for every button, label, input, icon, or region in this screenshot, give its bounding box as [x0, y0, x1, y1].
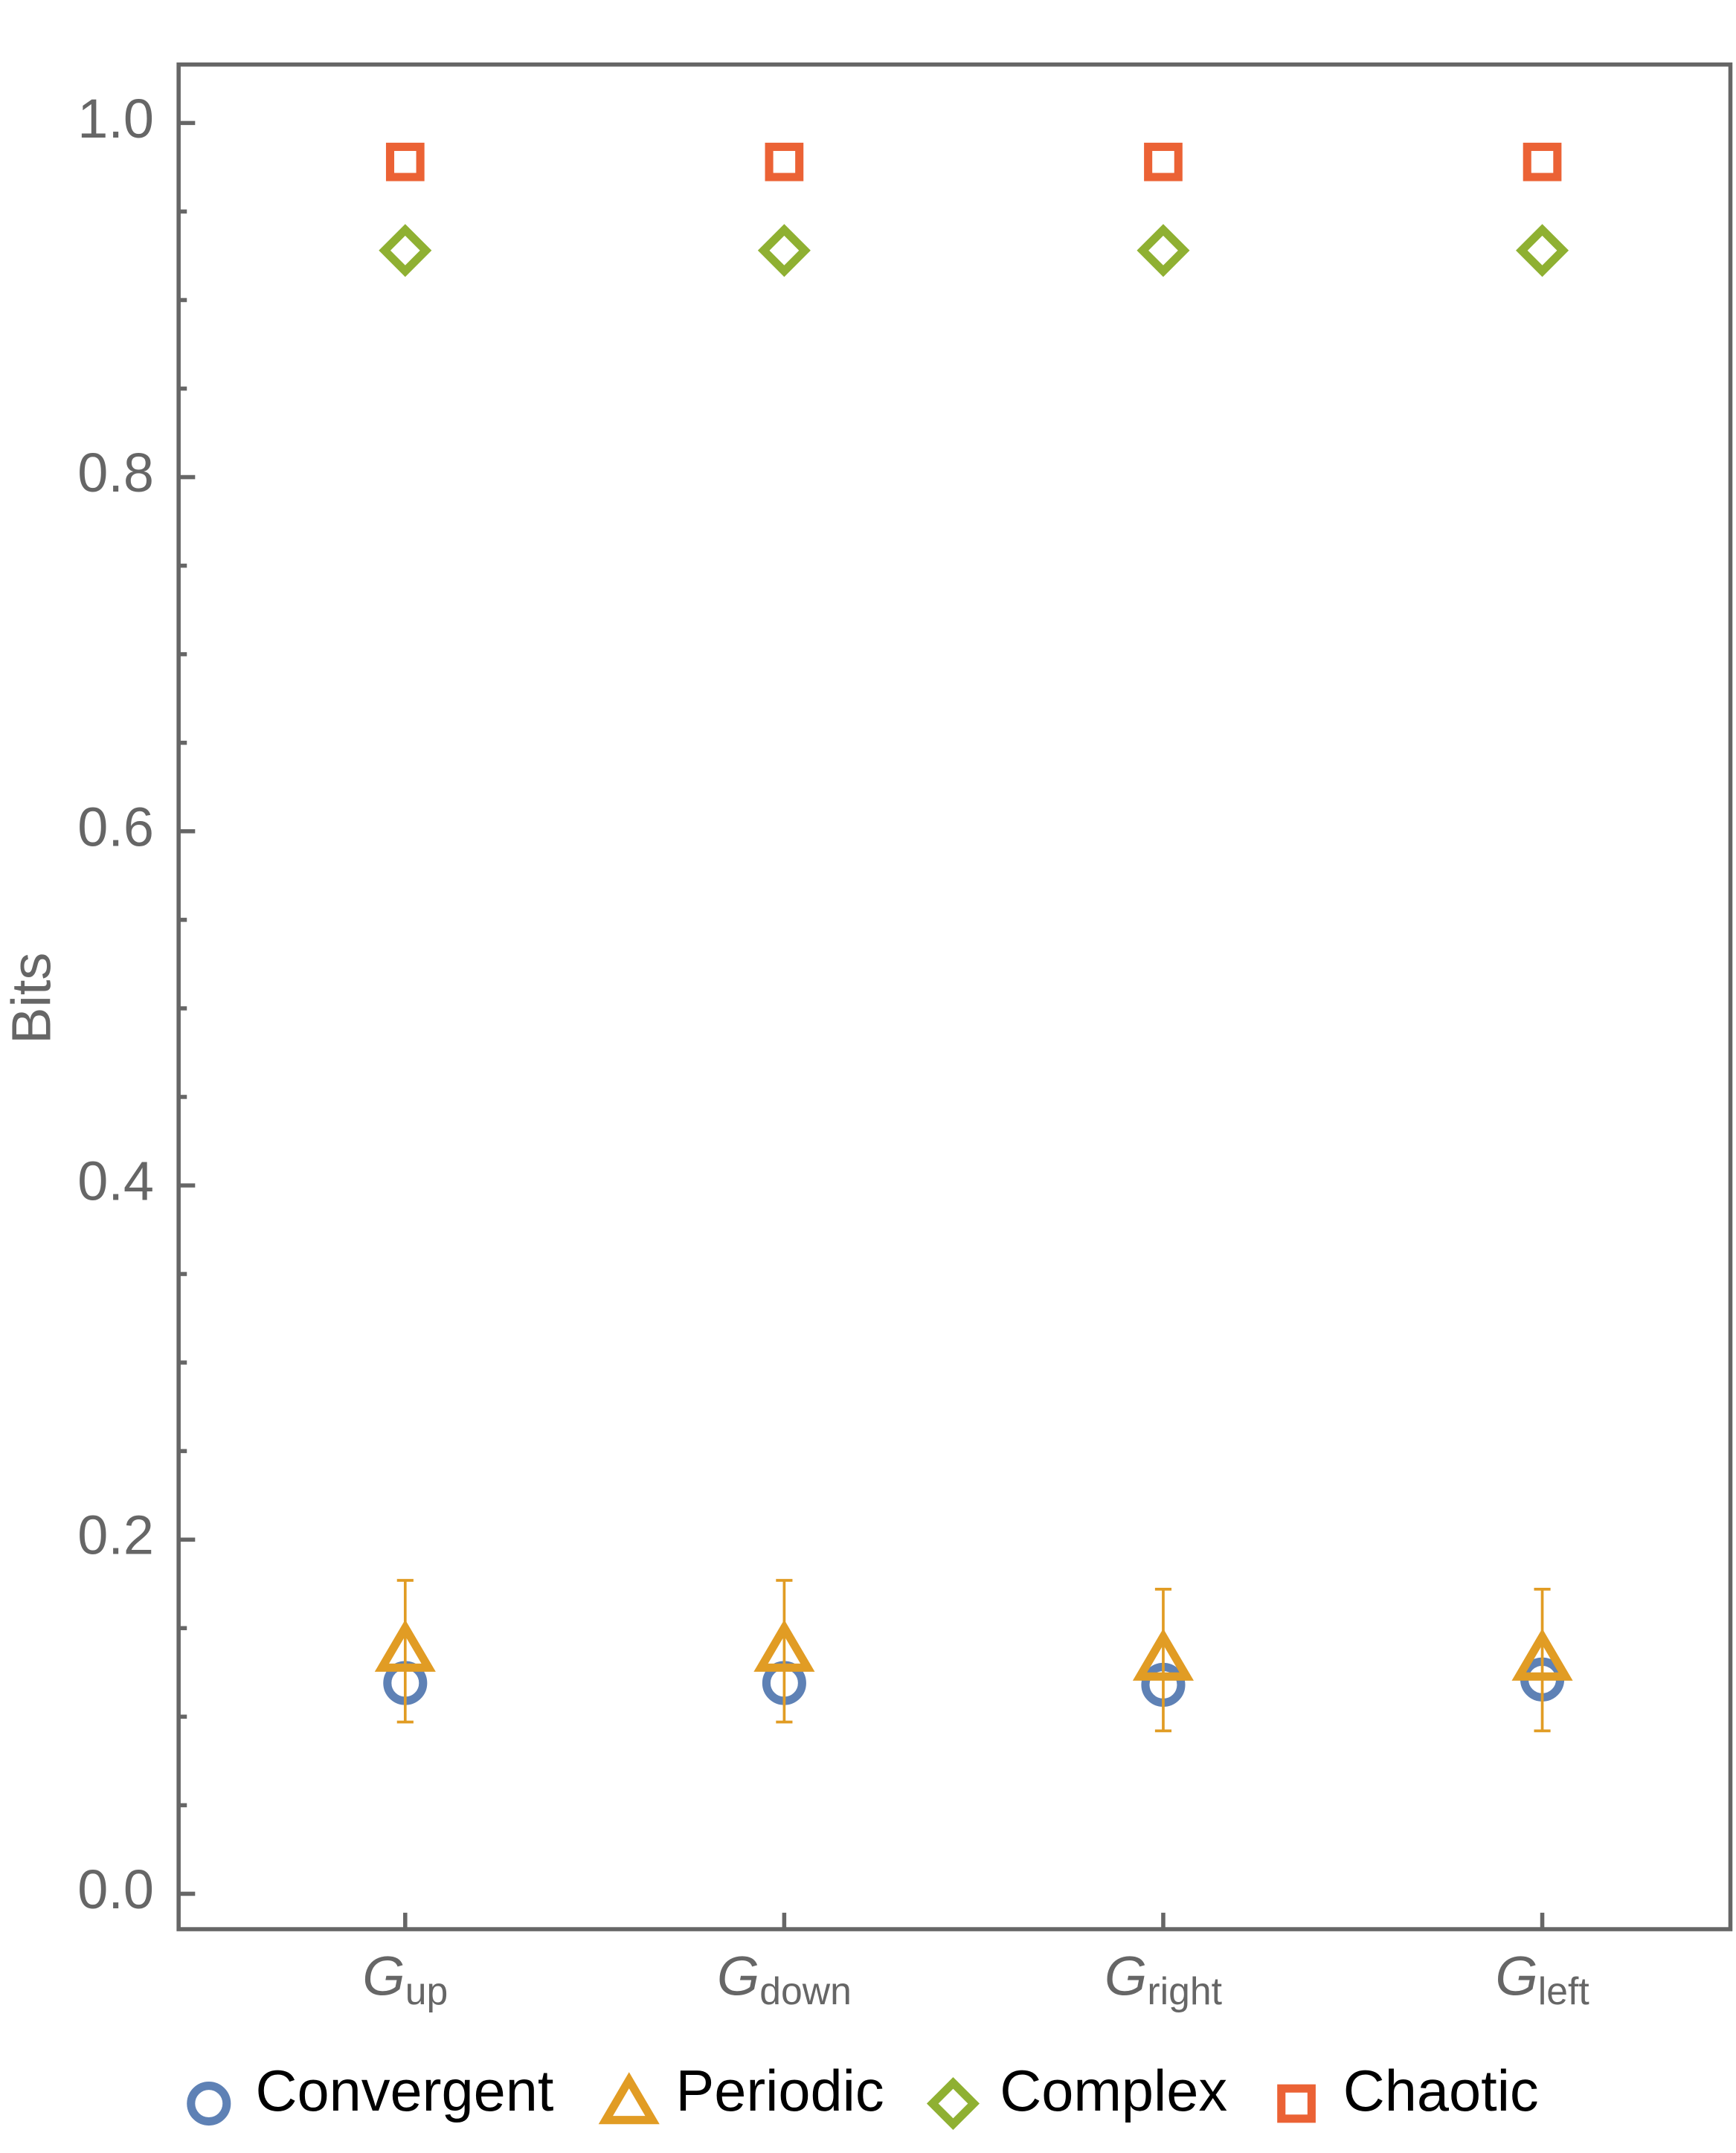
y-tick-label: 0.4: [77, 1150, 154, 1212]
error-bar: [776, 1579, 793, 1724]
marker: [765, 142, 804, 181]
legend-marker: [926, 2077, 980, 2131]
category-subscript: down: [759, 1969, 852, 2012]
marker: [374, 1619, 436, 1672]
legend-marker: [598, 2072, 660, 2125]
y-axis-label: Bits: [1, 953, 62, 1044]
error-bar: [1534, 1588, 1551, 1733]
x-tick-label: Gdown: [717, 1945, 852, 2012]
x-tick-label: Gright: [1105, 1945, 1222, 2012]
marker: [757, 224, 811, 277]
y-tick-label: 0.8: [77, 442, 154, 503]
marker: [1516, 224, 1569, 277]
marker: [753, 1619, 815, 1672]
category-subscript: left: [1538, 1969, 1589, 2012]
legend-label: Convergent: [256, 2059, 554, 2123]
marker: [1132, 1628, 1195, 1681]
y-tick-label: 1.0: [77, 88, 154, 149]
marker: [1144, 142, 1183, 181]
category-symbol: G: [1105, 1945, 1147, 2006]
y-tick-label: 0.2: [77, 1504, 154, 1566]
legend-marker: [187, 2081, 231, 2126]
category-symbol: G: [1495, 1945, 1537, 2006]
legend-label: Periodic: [676, 2059, 884, 2123]
plot-frame: [176, 62, 1733, 1931]
x-tick-label: Gup: [362, 1945, 448, 2012]
marker: [1523, 142, 1562, 181]
category-subscript: right: [1147, 1969, 1222, 2012]
legend-label: Complex: [1000, 2059, 1227, 2123]
marker: [1137, 224, 1190, 277]
marker: [385, 142, 425, 181]
x-tick-label: Gleft: [1495, 1945, 1589, 2012]
legend-label: Chaotic: [1343, 2059, 1539, 2123]
marker: [379, 224, 432, 277]
y-tick-label: 0.0: [77, 1858, 154, 1920]
legend-marker: [1277, 2084, 1316, 2123]
category-symbol: G: [717, 1945, 759, 2006]
y-tick-label: 0.6: [77, 796, 154, 857]
category-subscript: up: [405, 1969, 448, 2012]
error-bar: [1154, 1588, 1172, 1733]
error-bar: [396, 1579, 414, 1724]
marker: [1511, 1628, 1573, 1681]
category-symbol: G: [362, 1945, 405, 2006]
